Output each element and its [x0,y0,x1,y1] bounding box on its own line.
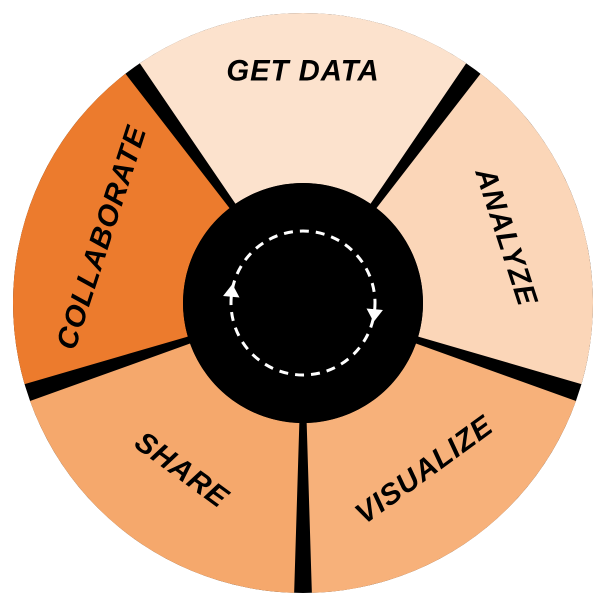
cycle-diagram: GET DATAANALYZEVISUALIZESHARECOLLABORATE [0,0,606,606]
center-circle [183,183,423,423]
segment-label-get-data: GET DATA [226,56,379,88]
